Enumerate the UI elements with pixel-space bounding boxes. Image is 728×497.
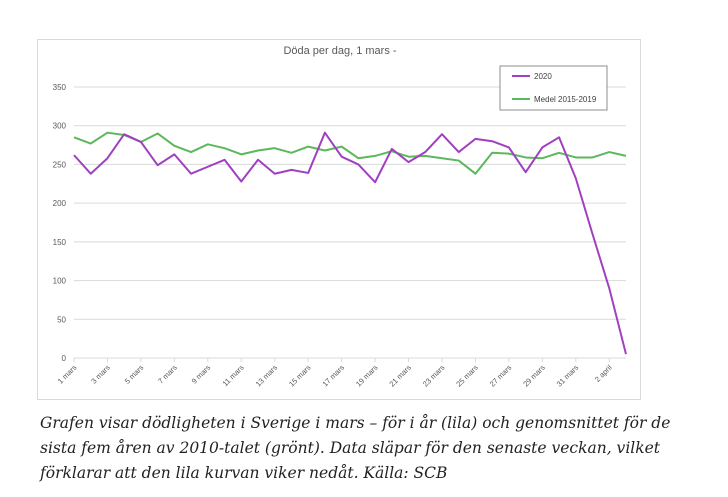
figure-caption: Grafen visar dödligheten i Sverige i mar… [40,414,671,482]
x-tick-label: 21 mars [387,363,413,389]
series-line-medel-2015-2019 [73,131,627,175]
y-tick-label: 200 [53,199,67,208]
x-tick-label: 15 mars [287,363,313,389]
y-axis-ticks: 0 50 100 150 200 250 300 350 [53,83,67,363]
y-tick-label: 100 [53,277,67,286]
x-tick-label: 17 mars [321,363,347,389]
x-tick-label: 3 mars [89,363,112,386]
x-tick-label: 31 mars [555,363,581,389]
x-tick-label: 11 mars [221,363,246,388]
y-tick-label: 150 [53,238,67,247]
x-tick-label: 7 mars [156,363,179,386]
series-line-2020 [73,131,627,355]
y-tick-label: 350 [53,83,67,92]
x-tick-label: 2 april [593,363,614,384]
y-tick-label: 300 [53,122,67,131]
x-tick-label: 23 mars [421,363,447,389]
y-tick-label: 50 [57,315,66,324]
legend-label-2020: 2020 [534,72,552,81]
chart-container: Döda per dag, 1 mars - 0 50 100 150 200 250 30… [37,39,641,400]
x-tick-label: 1 mars [56,363,79,386]
gridlines [74,86,626,359]
y-tick-label: 0 [62,354,67,363]
legend: 2020 Medel 2015-2019 [499,65,608,111]
x-axis-ticks: 1 mars 3 mars 5 mars 7 mars 9 mars 11 mars 13 … [56,358,614,389]
series-lines [73,131,627,355]
x-tick-label: 19 mars [354,363,380,389]
chart-title: Döda per dag, 1 mars - [283,45,396,57]
line-chart: Döda per dag, 1 mars - 0 50 100 150 200 250 30… [53,45,627,389]
x-tick-label: 25 mars [454,363,480,389]
y-tick-label: 250 [53,160,67,169]
x-tick-label: 5 mars [123,363,146,386]
legend-label-medel: Medel 2015-2019 [534,95,597,104]
x-tick-label: 13 mars [254,363,280,389]
x-tick-label: 9 mars [190,363,213,386]
x-tick-label: 29 mars [521,363,547,389]
x-tick-label: 27 mars [488,363,514,389]
legend-box [499,65,608,111]
